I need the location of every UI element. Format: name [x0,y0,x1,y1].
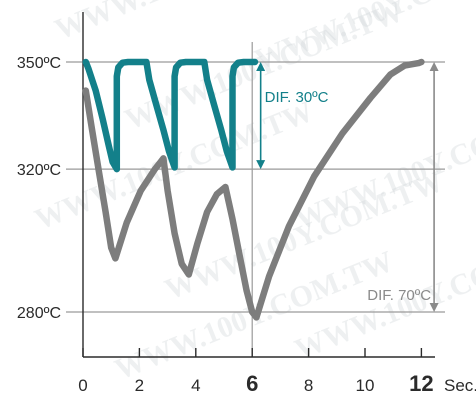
x-tick-label-4: 4 [191,376,200,395]
y-tick-label-280: 280ºC [17,305,61,322]
x-tick-label-12: 12 [409,371,433,396]
axes [82,12,435,358]
y-tick-label-320: 320ºC [17,162,61,179]
series-line-0 [82,58,259,173]
x-tick-label-0: 0 [78,376,87,395]
x-tick-label-10: 10 [356,376,375,395]
x-tick-label-2: 2 [135,376,144,395]
x-unit-label: Sec. [444,376,476,395]
annotation-arrowhead-bottom-1 [429,303,439,312]
series-layer [82,58,425,321]
y-tick-label-350: 350ºC [17,55,61,72]
x-tick-label-8: 8 [304,376,313,395]
x-tick-label-6: 6 [246,371,258,396]
watermark-layer: WWW.100Y.COM.TWWWW.100Y.COM.TWWWW.100Y.C… [30,0,476,386]
annotation-label-0: DIF. 30ºC [265,89,329,106]
tick-labels: 350ºC 320ºC 280ºC 0 2 4 6 8 10 12 Sec. [17,55,476,396]
annotation-arrowhead-top-0 [256,62,266,71]
annotation-arrowhead-bottom-0 [256,160,266,170]
annotation-arrowhead-top-1 [429,62,439,71]
annotation-label-1: DIF. 70ºC [367,287,431,304]
annotation-layer: DIF. 30ºC DIF. 70ºC [256,62,439,312]
